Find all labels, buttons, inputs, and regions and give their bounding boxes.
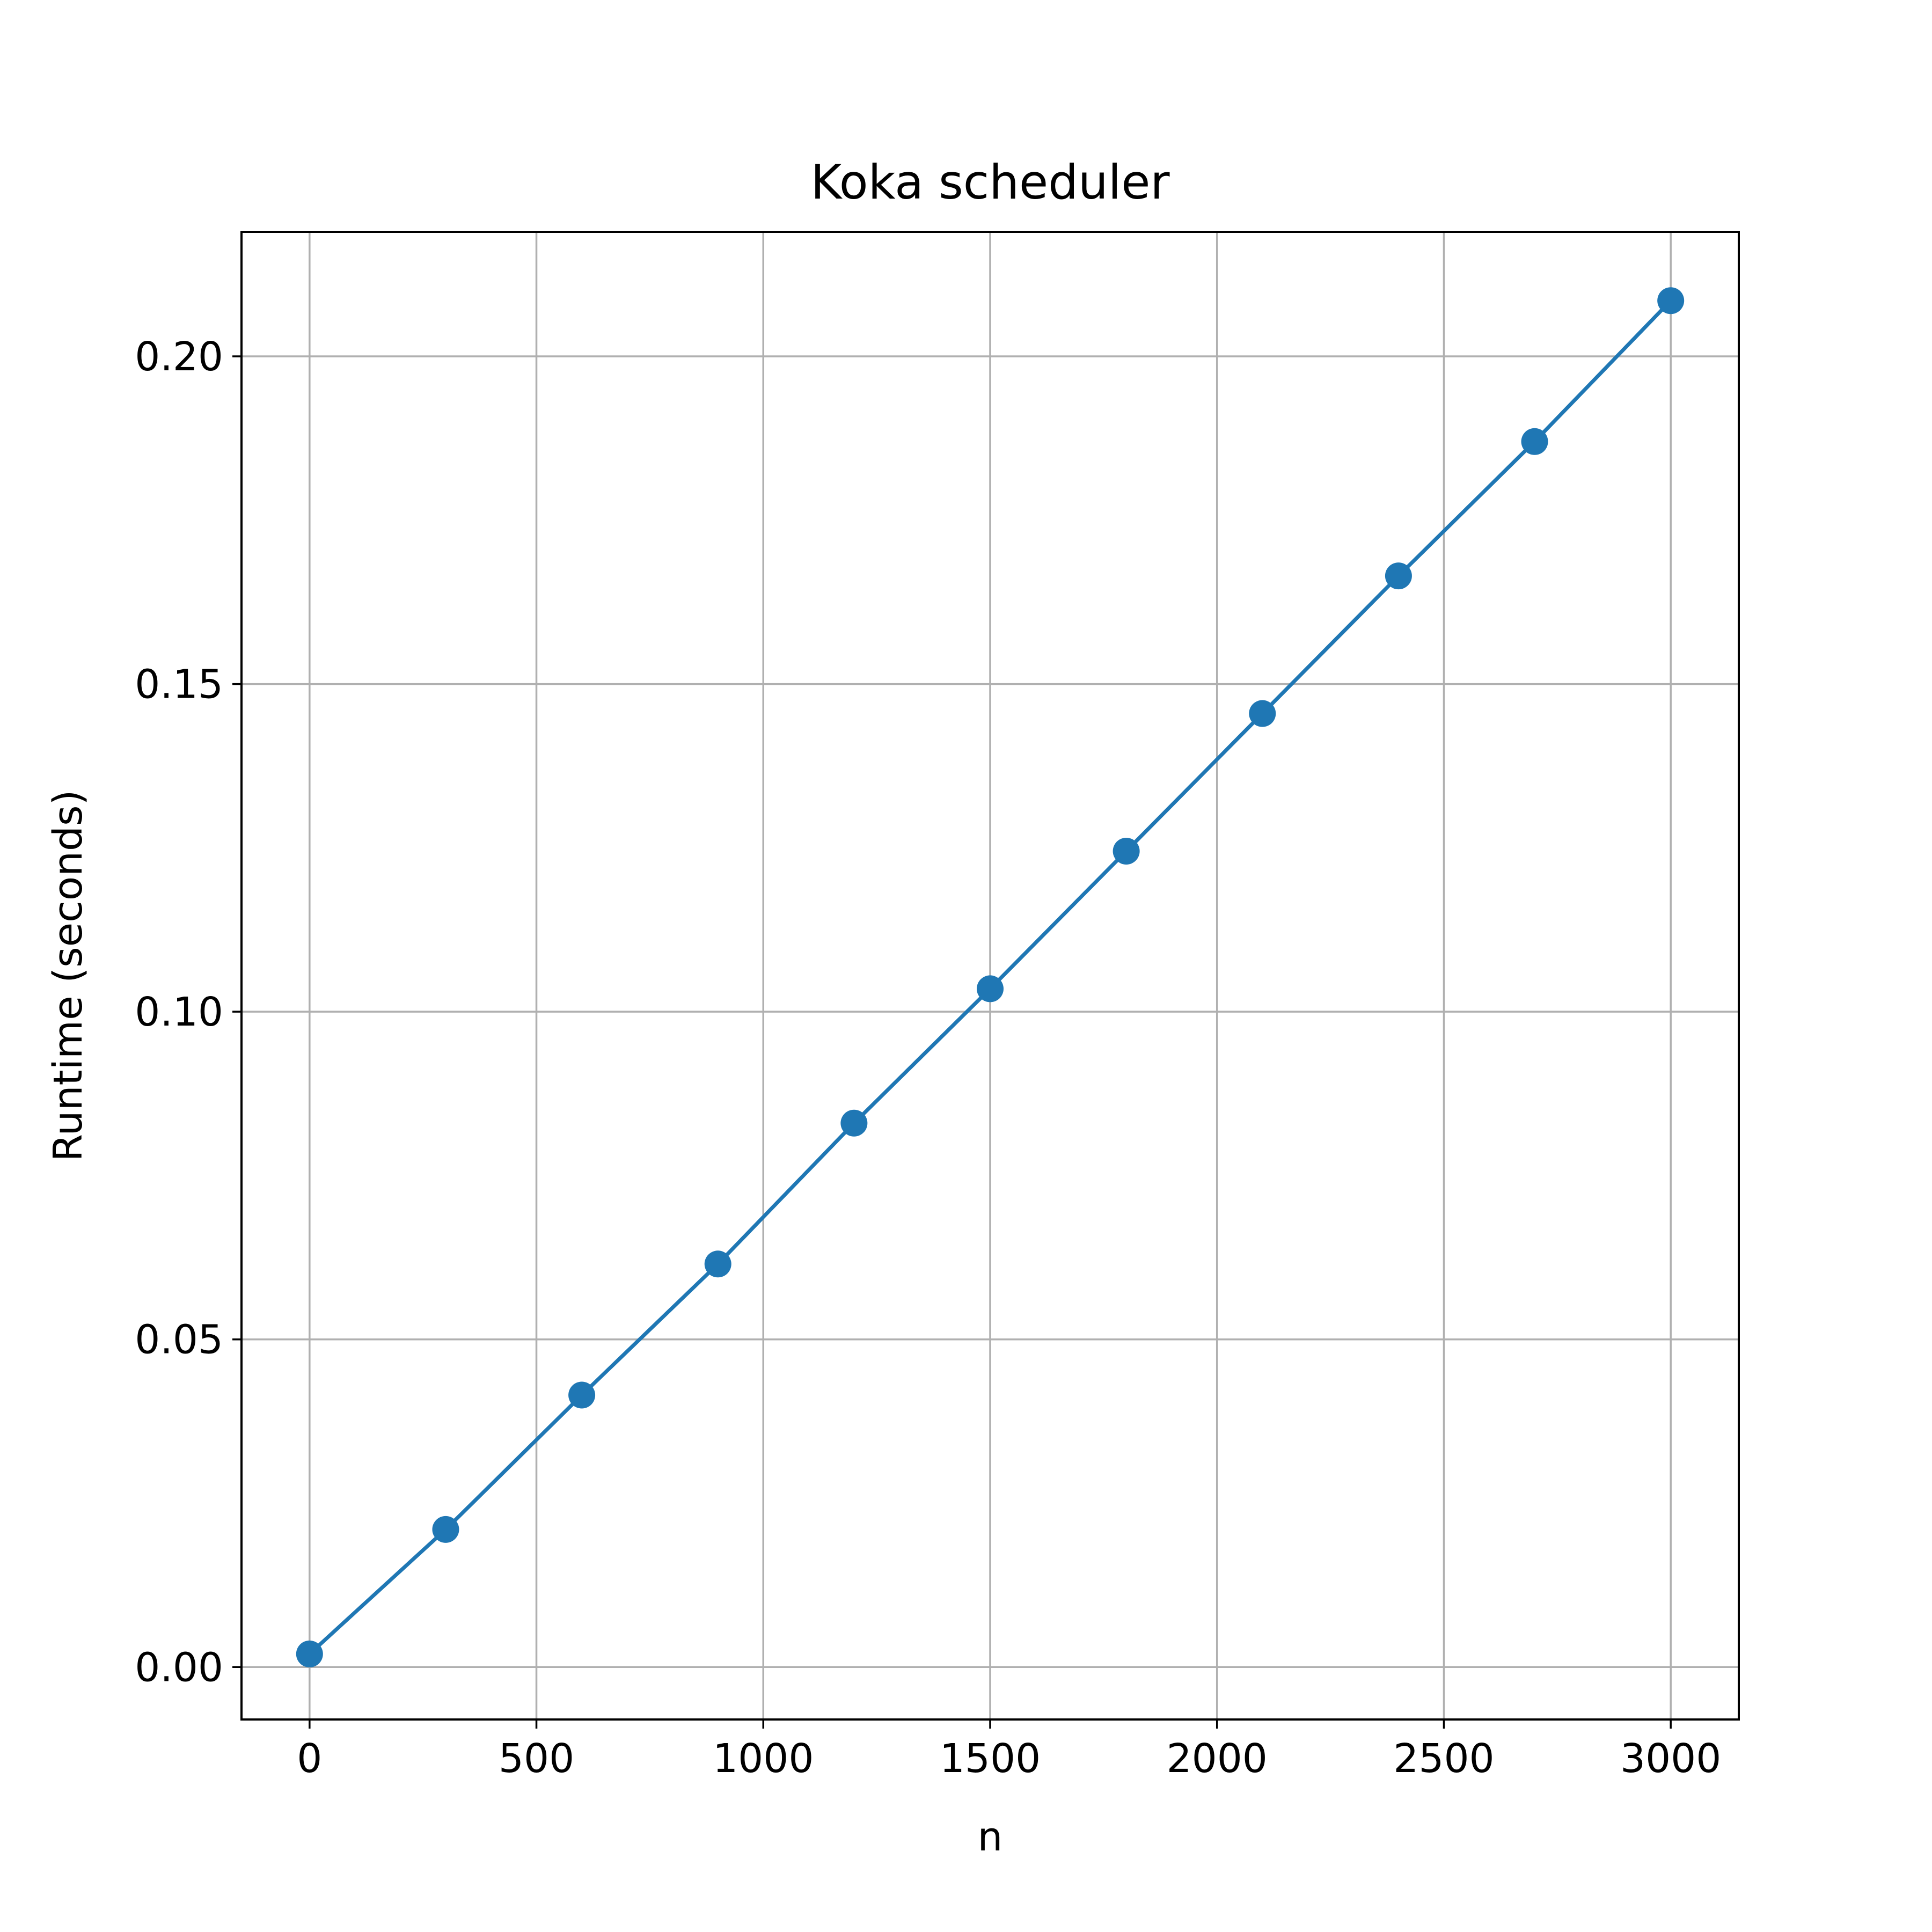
chart-title: Koka scheduler <box>810 155 1170 210</box>
x-tick-label: 2500 <box>1393 1736 1494 1782</box>
y-tick-label: 0.10 <box>135 989 223 1035</box>
data-point <box>1657 287 1685 314</box>
y-axis-label: Runtime (seconds) <box>45 790 91 1162</box>
data-point <box>1113 837 1140 865</box>
x-tick-label: 500 <box>499 1736 574 1782</box>
x-tick-label: 3000 <box>1620 1736 1721 1782</box>
data-point <box>840 1109 868 1137</box>
data-point <box>977 975 1004 1002</box>
y-tick-label: 0.00 <box>135 1644 223 1690</box>
data-point <box>432 1516 459 1543</box>
grid <box>241 232 1739 1719</box>
data-point <box>1521 428 1548 455</box>
y-tick-label: 0.15 <box>135 662 223 708</box>
data-point <box>704 1250 731 1278</box>
data-point <box>1385 562 1412 590</box>
x-tick-label: 1500 <box>940 1736 1041 1782</box>
x-tick-label: 2000 <box>1167 1736 1268 1782</box>
x-axis-label: n <box>978 1814 1003 1860</box>
y-tick-label: 0.05 <box>135 1317 223 1363</box>
series-layer <box>296 287 1685 1667</box>
x-tick-label: 0 <box>297 1736 322 1782</box>
data-point <box>1249 700 1276 727</box>
y-tick-label: 0.20 <box>135 334 223 380</box>
data-point <box>568 1381 596 1409</box>
axis-ticks: 0 500 1000 1500 2000 2500 3000 0.00 0.05 0.10 0.15… <box>135 334 1721 1782</box>
data-point <box>296 1640 323 1667</box>
x-tick-label: 1000 <box>713 1736 814 1782</box>
